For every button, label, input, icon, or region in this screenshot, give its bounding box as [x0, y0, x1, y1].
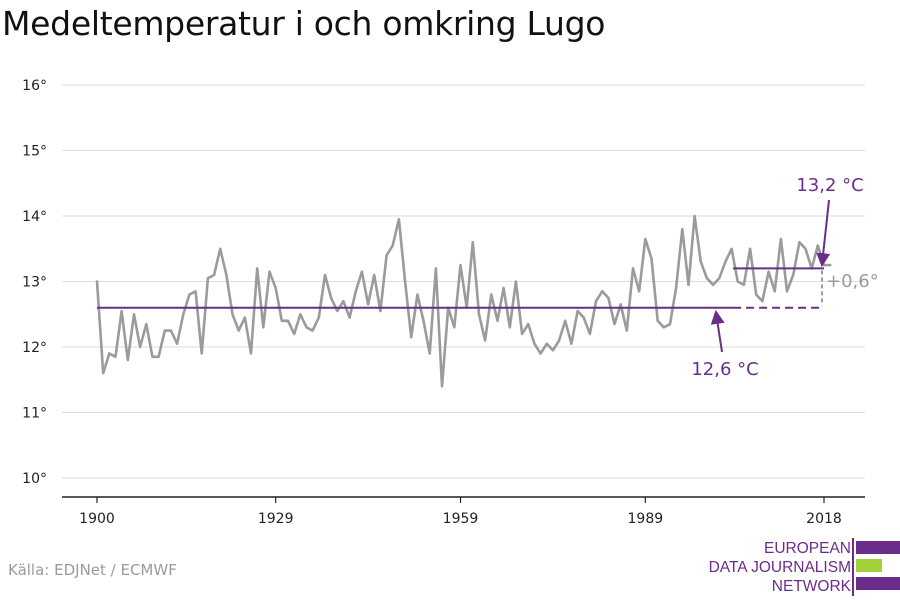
temperature-series-line: [95, 214, 832, 388]
y-tick-label: 15°: [22, 144, 47, 160]
logo-line-3: NETWORK: [771, 578, 851, 595]
x-tick-label: 1900: [79, 511, 115, 527]
y-tick-label: 13°: [22, 275, 47, 291]
y-tick-label: 11°: [22, 406, 47, 422]
logo-line-1: EUROPEAN: [764, 540, 851, 557]
logo-divider: [852, 538, 854, 596]
x-tick-label: 2018: [806, 511, 842, 527]
y-tick-label: 12°: [22, 340, 47, 356]
edjnet-logo: EUROPEAN DATA JOURNALISM NETWORK: [690, 538, 900, 598]
baseline-mean-label: 12,6 °C: [691, 359, 758, 380]
y-axis-ticks: 10° 11° 12° 13° 14° 15° 16°: [22, 78, 47, 487]
source-note: Källa: EDJNet / ECMWF: [8, 561, 177, 579]
logo-bar-middle: [856, 559, 882, 572]
x-axis: 1900 1929 1959 1989 2018: [62, 496, 865, 527]
grid-lines: [62, 84, 865, 479]
x-tick-label: 1989: [628, 511, 664, 527]
logo-line-2: DATA JOURNALISM: [708, 559, 851, 576]
y-tick-label: 10°: [22, 471, 47, 487]
chart-title: Medeltemperatur i och omkring Lugo: [2, 4, 606, 43]
difference-label: +0,6°: [826, 271, 879, 292]
series-group: [95, 214, 832, 388]
y-tick-label: 16°: [22, 78, 47, 94]
x-tick-label: 1929: [258, 511, 294, 527]
recent-mean-label: 13,2 °C: [796, 175, 863, 196]
baseline-mean-arrow: [710, 309, 725, 353]
recent-mean-arrow: [816, 199, 831, 268]
y-tick-label: 14°: [22, 209, 47, 225]
logo-bar-top: [856, 541, 900, 554]
reference-lines: [97, 267, 824, 309]
x-tick-label: 1959: [443, 511, 479, 527]
logo-bar-bottom: [856, 577, 900, 590]
annotations: 13,2 °C 12,6 °C +0,6°: [691, 175, 878, 380]
